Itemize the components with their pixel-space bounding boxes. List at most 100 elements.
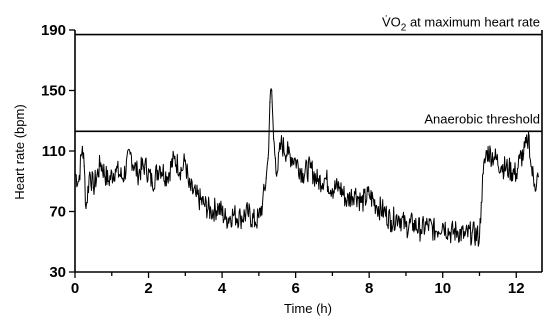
data-point (100, 162, 102, 164)
data-point (515, 173, 517, 175)
data-point (331, 188, 334, 190)
data-point (530, 165, 532, 167)
x-tick-label-0: 0 (71, 280, 79, 297)
data-point (324, 177, 326, 179)
data-point (486, 150, 488, 152)
reference-lines: V̇O2 at maximum heart rate Anaerobic thre… (75, 15, 542, 133)
data-point (254, 221, 256, 223)
data-point (203, 203, 205, 205)
data-point (493, 156, 495, 158)
reference-label-suffix: at maximum heart rate (406, 15, 540, 30)
data-point (78, 180, 80, 182)
reference-label-subscript: 2 (401, 23, 407, 34)
data-point (239, 216, 242, 219)
data-point (261, 203, 264, 205)
reference-label-prefix: V̇O (382, 15, 401, 30)
data-point (523, 153, 525, 155)
data-point (427, 224, 429, 226)
y-tick-label-150: 150 (41, 83, 66, 100)
data-point (464, 235, 466, 237)
data-point (412, 223, 414, 225)
data-point (317, 180, 319, 182)
data-point (480, 201, 482, 204)
data-point (85, 207, 87, 210)
data-point (258, 216, 260, 219)
data-point (225, 218, 227, 220)
data-point (151, 182, 153, 184)
data-point (89, 171, 91, 173)
data-point (397, 215, 400, 217)
data-point (271, 89, 273, 92)
data-point (295, 159, 297, 161)
data-point (449, 232, 451, 234)
data-point (267, 157, 269, 160)
data-point (390, 219, 392, 222)
data-point (456, 230, 459, 232)
data-point (500, 165, 503, 167)
y-axis-ticks: 30 70 110 150 190 (41, 22, 75, 281)
data-point (276, 171, 278, 173)
data-point (173, 157, 175, 160)
data-point (519, 157, 521, 160)
data-point (166, 176, 168, 178)
data-point (217, 206, 220, 208)
data-point (339, 186, 341, 188)
y-tick-label-110: 110 (42, 143, 66, 160)
x-tick-label-12: 12 (508, 280, 525, 297)
data-point (478, 236, 481, 238)
data-point (346, 200, 348, 202)
reference-label-1: Anaerobic threshold (424, 111, 540, 126)
data-point (210, 210, 212, 213)
data-point (114, 168, 117, 170)
data-point (471, 232, 473, 234)
series-group (74, 88, 539, 247)
data-point (107, 180, 109, 182)
data-point (129, 153, 131, 155)
data-point (368, 194, 370, 196)
x-tick-label-10: 10 (434, 280, 451, 297)
data-point (442, 223, 444, 225)
data-point (353, 191, 356, 193)
data-point (122, 177, 124, 179)
y-tick-label-190: 190 (41, 22, 66, 39)
data-point (83, 165, 85, 167)
reference-label-0: V̇O2 at maximum heart rate (382, 15, 540, 34)
data-point (405, 226, 407, 228)
data-point (272, 138, 275, 140)
y-tick-label-30: 30 (49, 264, 66, 281)
data-point (74, 173, 76, 175)
data-point (508, 168, 510, 170)
data-point (482, 173, 484, 175)
x-tick-label-6: 6 (291, 280, 299, 297)
data-point (144, 164, 146, 166)
data-point (302, 173, 304, 175)
data-point (434, 230, 436, 232)
data-point (188, 186, 190, 188)
data-point (92, 186, 94, 188)
data-point (184, 159, 186, 161)
data-point (280, 142, 282, 145)
data-point (361, 201, 363, 204)
data-point (81, 145, 83, 148)
data-point (383, 210, 385, 213)
x-tick-label-8: 8 (365, 280, 373, 297)
data-point (265, 177, 267, 179)
x-tick-label-4: 4 (218, 280, 227, 297)
data-point (375, 204, 378, 207)
x-axis-label: Time (h) (284, 301, 332, 316)
data-point (309, 167, 311, 169)
y-tick-label-70: 70 (49, 204, 66, 221)
data-point (274, 157, 277, 160)
data-point (528, 135, 530, 137)
data-point (195, 195, 197, 197)
data-point (181, 170, 183, 172)
data-point (136, 173, 139, 175)
x-tick-label-2: 2 (144, 280, 152, 297)
data-point (537, 176, 539, 178)
y-axis-label: Heart rate (bpm) (12, 104, 27, 199)
data-point (526, 142, 528, 145)
data-point (269, 102, 271, 104)
data-point (420, 229, 422, 231)
data-point (158, 165, 161, 167)
